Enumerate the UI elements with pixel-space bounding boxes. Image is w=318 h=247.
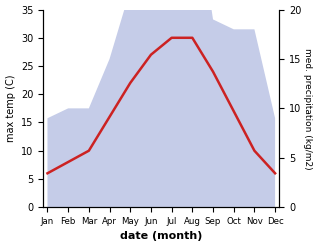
X-axis label: date (month): date (month) <box>120 231 203 242</box>
Y-axis label: max temp (C): max temp (C) <box>5 75 16 142</box>
Y-axis label: med. precipitation (kg/m2): med. precipitation (kg/m2) <box>303 48 313 169</box>
